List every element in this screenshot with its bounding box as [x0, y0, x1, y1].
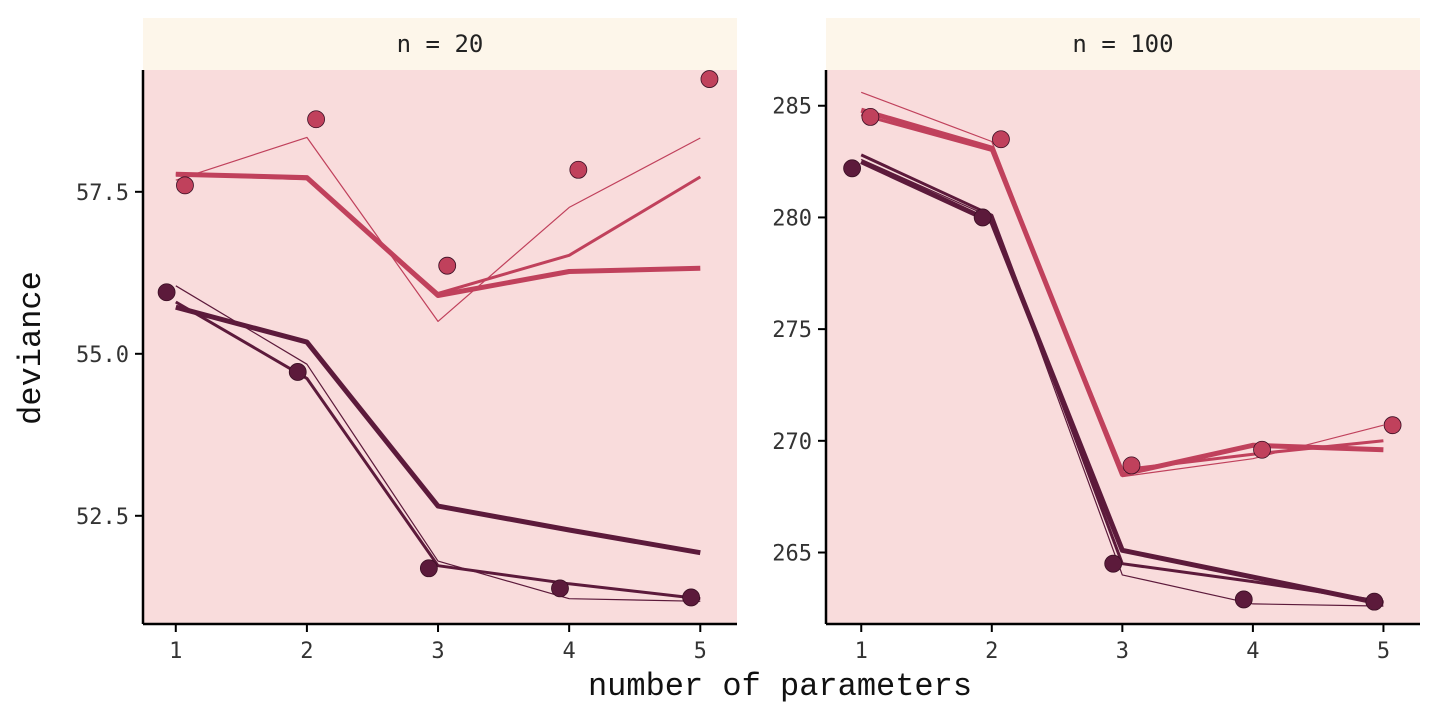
- series-line-out-sample: [175, 172, 702, 295]
- series-line-out-sample: [860, 113, 1384, 472]
- data-point-out-sample: [1383, 416, 1402, 435]
- x-tick-label: 2: [985, 639, 998, 664]
- data-point-out-sample: [700, 70, 719, 88]
- series-line-out-sample: [860, 107, 1384, 477]
- data-point-in-sample: [1234, 590, 1253, 609]
- x-tick-label: 2: [300, 639, 313, 664]
- panel-2: n = 100 1 2 3 4 5 265 270 275 280 285: [772, 18, 1420, 664]
- y-tick-label: 52.5: [76, 505, 129, 530]
- panel-1: n = 20 1 2 3 4 5 52.5 55.0 57.5: [76, 18, 737, 664]
- series-line-out-sample: [860, 91, 1384, 478]
- series-line-in-sample: [175, 285, 701, 602]
- y-tick-label: 270: [772, 430, 812, 455]
- data-point-in-sample: [1104, 554, 1123, 573]
- series-line-in-sample: [175, 304, 701, 556]
- data-point-in-sample: [419, 559, 438, 578]
- y-tick-label: 55.0: [76, 343, 129, 368]
- x-tick-label: 5: [694, 639, 707, 664]
- data-point-out-sample: [569, 160, 588, 179]
- data-point-in-sample: [843, 159, 862, 178]
- facet-strip-label: n = 100: [1072, 30, 1173, 58]
- data-point-out-sample: [307, 110, 325, 129]
- y-tick-label: 57.5: [76, 181, 129, 206]
- y-tick-label: 265: [772, 542, 812, 567]
- x-tick-label: 1: [169, 639, 182, 664]
- panel-background: [826, 70, 1420, 624]
- x-tick-label: 4: [563, 639, 576, 664]
- series-line-in-sample: [860, 153, 1384, 604]
- x-tick-label: 3: [431, 639, 444, 664]
- x-axis-title: number of parameters: [588, 668, 972, 705]
- y-axis-title: deviance: [13, 271, 50, 425]
- panel-background: [143, 70, 737, 624]
- series-line-in-sample: [860, 159, 1384, 607]
- data-point-out-sample: [1122, 456, 1141, 475]
- x-tick-label: 5: [1377, 639, 1390, 664]
- data-point-out-sample: [438, 256, 457, 275]
- data-point-in-sample: [682, 588, 701, 607]
- x-tick-label: 4: [1246, 639, 1259, 664]
- series-line-out-sample: [175, 136, 701, 322]
- series-line-in-sample: [860, 158, 1384, 607]
- series-line-in-sample: [175, 300, 701, 601]
- x-tick-label: 1: [855, 639, 868, 664]
- data-point-in-sample: [973, 208, 992, 227]
- data-point-in-sample: [157, 283, 176, 302]
- facet-strip-label: n = 20: [397, 30, 484, 58]
- data-point-in-sample: [1365, 592, 1384, 611]
- y-tick-label: 275: [772, 318, 812, 343]
- data-point-out-sample: [992, 130, 1010, 149]
- y-tick-label: 285: [772, 95, 812, 120]
- facet-strip: [143, 18, 737, 70]
- facet-strip: [826, 18, 1420, 70]
- data-point-out-sample: [1253, 440, 1271, 459]
- y-tick-label: 280: [772, 206, 812, 231]
- data-point-in-sample: [288, 363, 307, 381]
- data-point-out-sample: [176, 176, 194, 195]
- data-point-out-sample: [861, 108, 880, 126]
- x-tick-label: 3: [1116, 639, 1129, 664]
- data-point-in-sample: [551, 579, 569, 598]
